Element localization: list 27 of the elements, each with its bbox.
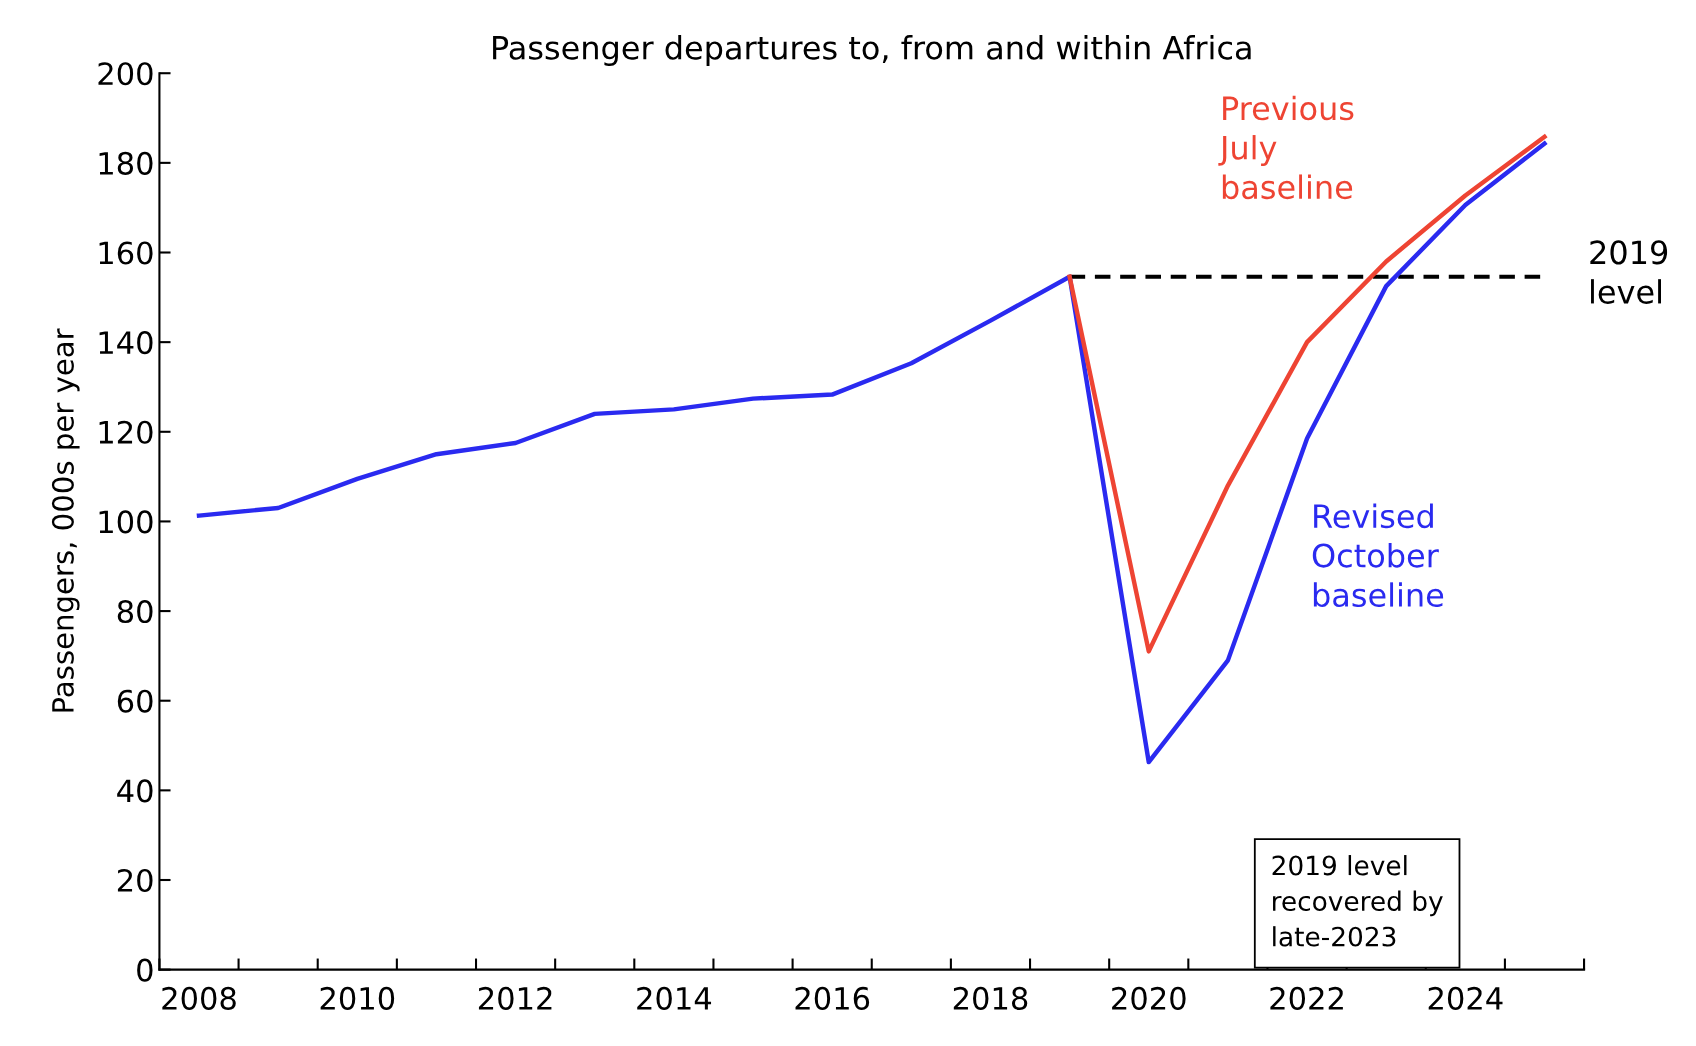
x-tick-label: 2010 — [320, 986, 395, 1010]
y-axis-title: Passengers, 000s per year — [51, 328, 80, 712]
y-tick-label: 120 — [99, 420, 153, 444]
y-tick-label: 100 — [99, 510, 153, 534]
series-label: 2019 level — [1590, 240, 1668, 304]
y-tick-label: 20 — [117, 868, 153, 893]
y-tick-label: 80 — [117, 600, 153, 624]
x-tick-label: 2012 — [478, 986, 552, 1010]
series-label: Revised October baseline — [1312, 503, 1444, 608]
chart-title: Passenger departures to, from and within Africa — [493, 35, 1251, 66]
y-tick-label: 60 — [117, 689, 153, 713]
y-tick-label: 200 — [98, 62, 153, 86]
x-tick-label: 2018 — [953, 986, 1028, 1010]
y-tick-label: 160 — [99, 241, 153, 265]
y-tick-label: 180 — [99, 151, 153, 175]
x-tick-label: 2016 — [795, 986, 870, 1010]
x-tick-label: 2014 — [637, 986, 712, 1010]
x-tick-label: 2022 — [1270, 986, 1343, 1010]
x-tick-label: 2008 — [162, 986, 236, 1010]
y-tick-label: 140 — [99, 331, 153, 355]
annotation: 2019 level recovered by late-2023 — [1272, 855, 1443, 947]
y-tick-label: 40 — [117, 779, 153, 803]
line-series — [1067, 134, 1547, 654]
x-tick-label: 2020 — [1112, 986, 1186, 1010]
text: Previous July baseline — [1218, 95, 1354, 200]
y-tick-label: 0 — [137, 958, 153, 982]
x-tick-label: 2024 — [1428, 986, 1503, 1010]
